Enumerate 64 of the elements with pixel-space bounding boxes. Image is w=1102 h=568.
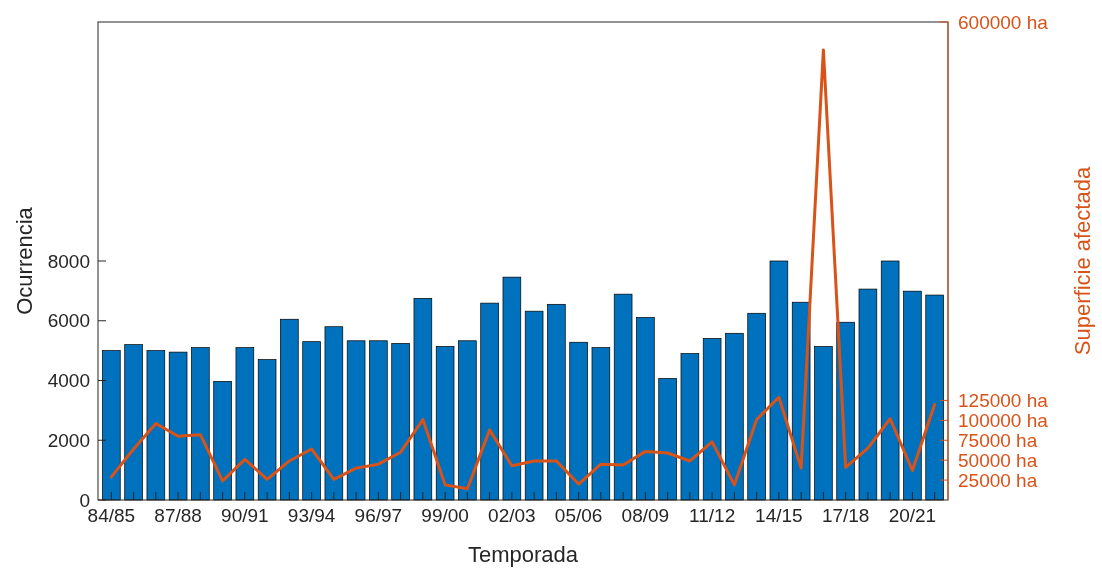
bar — [480, 302, 499, 501]
bar — [213, 381, 232, 501]
bar — [346, 340, 366, 501]
bar — [769, 260, 789, 501]
y2-tick-label: 25000 ha — [958, 469, 1038, 491]
y2-tick-label: 75000 ha — [958, 429, 1038, 451]
bar — [702, 338, 722, 501]
y-tick-label: 4000 — [47, 370, 90, 392]
bar — [880, 260, 900, 501]
bar — [280, 318, 299, 501]
x-tick-label: 87/88 — [154, 505, 202, 526]
bar — [102, 350, 121, 501]
x-tick-label: 11/12 — [689, 505, 736, 526]
y-tick-label: 6000 — [47, 310, 90, 332]
x-tick-label: 99/00 — [421, 505, 469, 526]
bar — [458, 340, 477, 501]
line-series — [109, 48, 937, 491]
bar — [903, 290, 922, 501]
bar — [658, 378, 677, 501]
bar — [391, 343, 410, 501]
x-tick-label: 93/94 — [287, 505, 336, 526]
bar — [725, 332, 744, 501]
bar — [925, 294, 944, 501]
x-axis-title: Temporada — [467, 542, 579, 567]
bar — [124, 344, 143, 501]
x-tick-label: 08/09 — [621, 505, 670, 526]
bar — [191, 347, 210, 501]
y2-tick-label: 50000 ha — [958, 449, 1038, 471]
bar — [369, 340, 388, 501]
bar — [502, 276, 522, 501]
bar — [324, 326, 344, 501]
bar — [613, 293, 633, 501]
y2-tick-label: 600000 ha — [958, 11, 1049, 33]
bar — [569, 341, 588, 501]
bar — [413, 297, 433, 501]
bar — [547, 303, 566, 501]
y-axis-title: Ocurrencia — [12, 206, 37, 315]
y2-axis-title: Superficie afectada — [1070, 166, 1095, 356]
bar — [858, 288, 878, 501]
x-tick-label: 96/97 — [354, 505, 403, 526]
y-tick-label: 2000 — [47, 429, 90, 451]
x-tick-label: 14/15 — [755, 505, 803, 526]
y2-tick-label: 100000 ha — [958, 409, 1049, 431]
y2-tick-label: 125000 ha — [958, 390, 1049, 412]
bar — [680, 353, 700, 501]
bar — [302, 341, 321, 501]
x-tick-label: 17/18 — [821, 505, 870, 526]
bar — [168, 351, 188, 501]
x-tick-label: 05/06 — [554, 505, 603, 526]
bar — [747, 312, 766, 501]
x-tick-label: 20/21 — [888, 505, 937, 526]
bar — [636, 317, 655, 501]
bar — [524, 310, 544, 501]
bar — [257, 359, 277, 501]
x-tick-label: 90/91 — [221, 505, 269, 526]
x-tick-label: 84/85 — [87, 505, 136, 526]
bar — [814, 346, 833, 501]
bar — [146, 350, 166, 501]
x-tick-label: 02/03 — [488, 505, 536, 526]
bar — [435, 346, 455, 501]
bar — [235, 347, 255, 501]
y-tick-label: 8000 — [47, 250, 90, 272]
bar — [591, 347, 611, 501]
y-tick-label: 0 — [79, 489, 90, 511]
